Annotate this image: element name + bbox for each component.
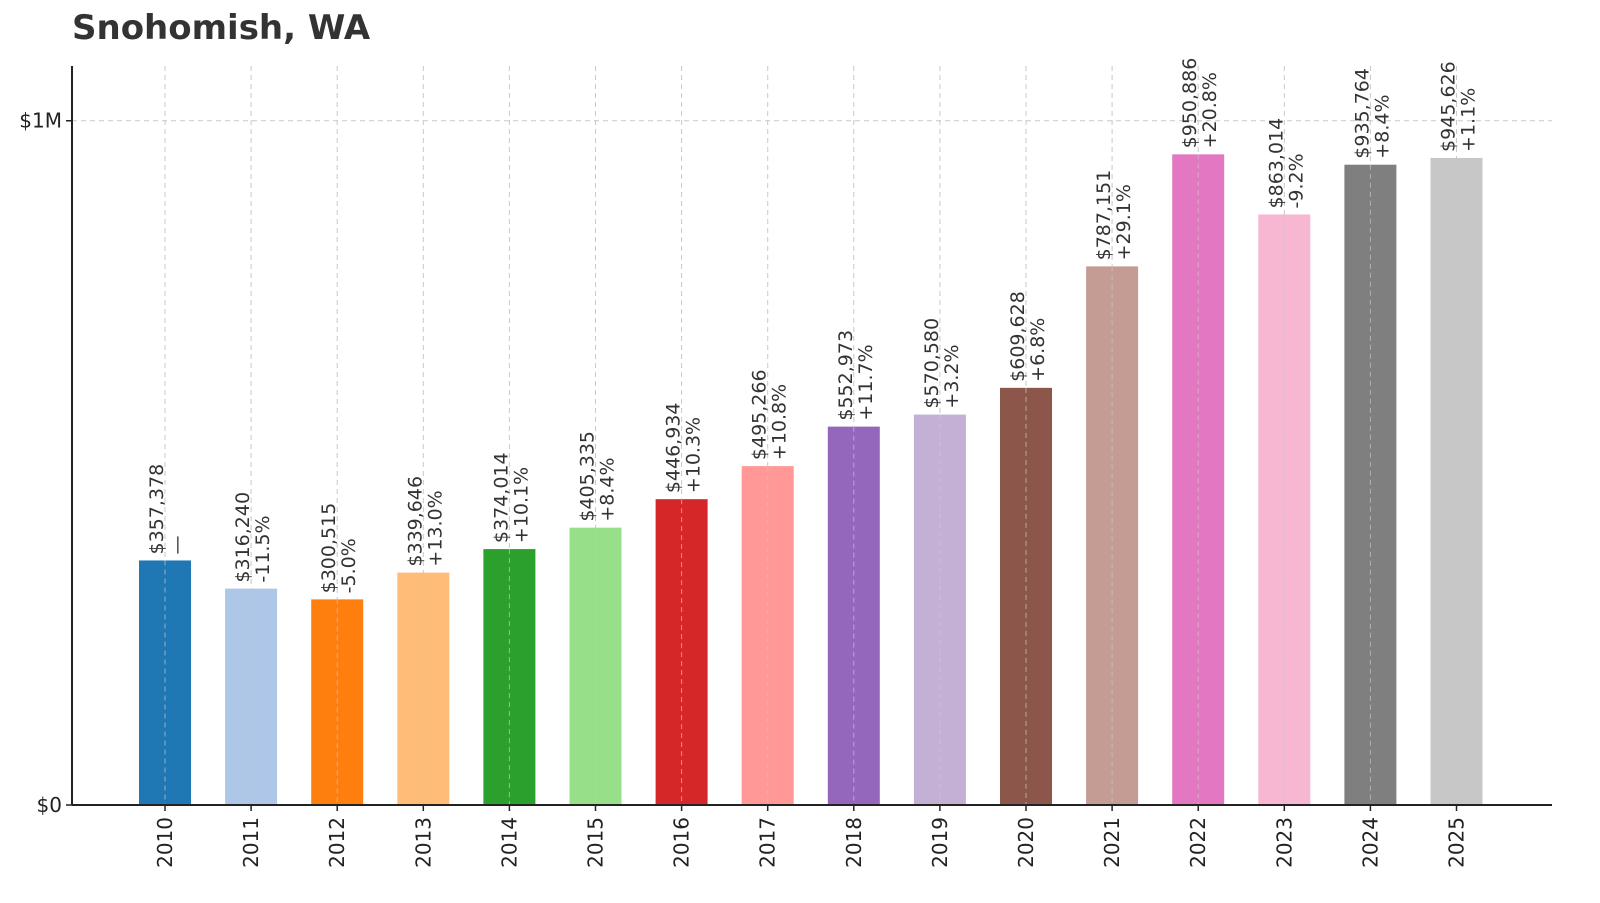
value-label: $495,266 [749,369,771,460]
y-tick-label: $1M [19,109,62,133]
change-label: — [166,535,188,554]
change-label: -9.2% [1285,153,1307,208]
x-tick-label: 2011 [239,817,263,868]
x-tick-label: 2019 [928,817,952,868]
x-tick-label: 2020 [1014,817,1038,868]
value-label: $405,335 [577,431,599,522]
x-tick-label: 2012 [325,817,349,868]
bar-2021 [1086,266,1139,805]
value-label: $446,934 [663,403,685,494]
change-label: -11.5% [252,515,274,582]
x-tick-label: 2010 [153,817,177,868]
change-label: +10.8% [769,384,791,460]
chart-title: Snohomish, WA [72,8,371,48]
change-label: +11.7% [855,344,877,420]
change-label: +10.3% [683,417,705,493]
x-tick-label: 2018 [842,817,866,868]
change-label: +13.0% [424,490,446,566]
change-label: +10.1% [510,467,532,543]
change-label: +1.1% [1458,88,1480,152]
change-label: +8.4% [1371,94,1393,158]
x-tick-label: 2024 [1358,817,1382,868]
change-label: +8.4% [597,457,619,521]
value-label: $787,151 [1093,170,1115,261]
value-label: $374,014 [490,452,512,543]
x-tick-label: 2016 [670,817,694,868]
value-label: $552,973 [835,330,857,421]
value-label: $950,886 [1179,58,1201,149]
value-label: $570,580 [921,318,943,409]
change-label: +29.1% [1113,184,1135,260]
bar-2025 [1430,157,1483,805]
x-tick-label: 2021 [1100,817,1124,868]
value-label: $945,626 [1438,61,1460,152]
x-tick-label: 2022 [1186,817,1210,868]
value-label: $357,378 [146,464,168,555]
change-label: +3.2% [941,344,963,408]
y-tick-label: $0 [37,793,62,817]
value-label: $339,646 [404,476,426,567]
x-tick-label: 2023 [1272,817,1296,868]
x-tick-label: 2025 [1445,817,1469,868]
value-label: $609,628 [1007,291,1029,382]
bar-2013 [397,572,450,805]
x-tick-label: 2015 [584,817,608,868]
value-label: $316,240 [232,492,254,583]
value-label: $863,014 [1265,118,1287,209]
value-label: $935,764 [1351,68,1373,159]
change-label: +20.8% [1199,72,1221,148]
value-label: $300,515 [318,503,340,594]
bar-2023 [1258,214,1311,806]
change-label: -5.0% [338,538,360,593]
x-tick-label: 2014 [497,817,521,868]
x-tick-label: 2013 [411,817,435,868]
x-tick-label: 2017 [756,817,780,868]
change-label: +6.8% [1027,318,1049,382]
